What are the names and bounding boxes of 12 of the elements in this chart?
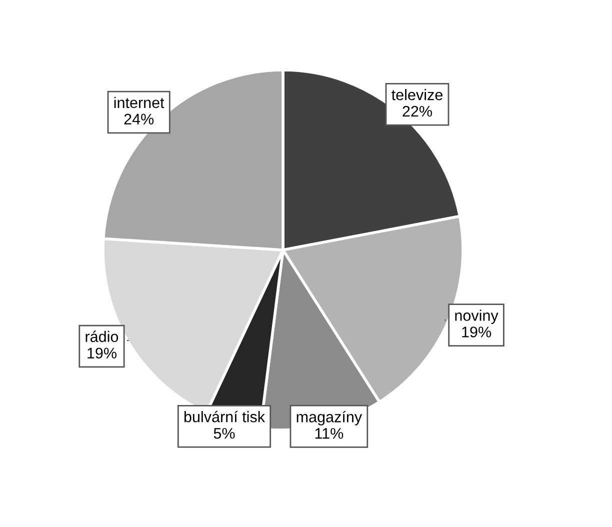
slice-label: noviny bbox=[455, 310, 498, 324]
data-label: 24% bbox=[124, 114, 154, 124]
data-label: 22% bbox=[402, 106, 432, 117]
slice-label: magazíny bbox=[296, 410, 362, 426]
slice-label: televize bbox=[392, 89, 442, 100]
slice-label: bulvární tisk bbox=[184, 410, 266, 422]
data-label: 19% bbox=[88, 348, 116, 359]
data-label: 11% bbox=[315, 428, 344, 439]
slice-label: rádio bbox=[86, 330, 118, 342]
data-label: 5% bbox=[214, 428, 235, 439]
slice-label: internet bbox=[114, 96, 164, 108]
data-label: 19% bbox=[462, 326, 492, 338]
